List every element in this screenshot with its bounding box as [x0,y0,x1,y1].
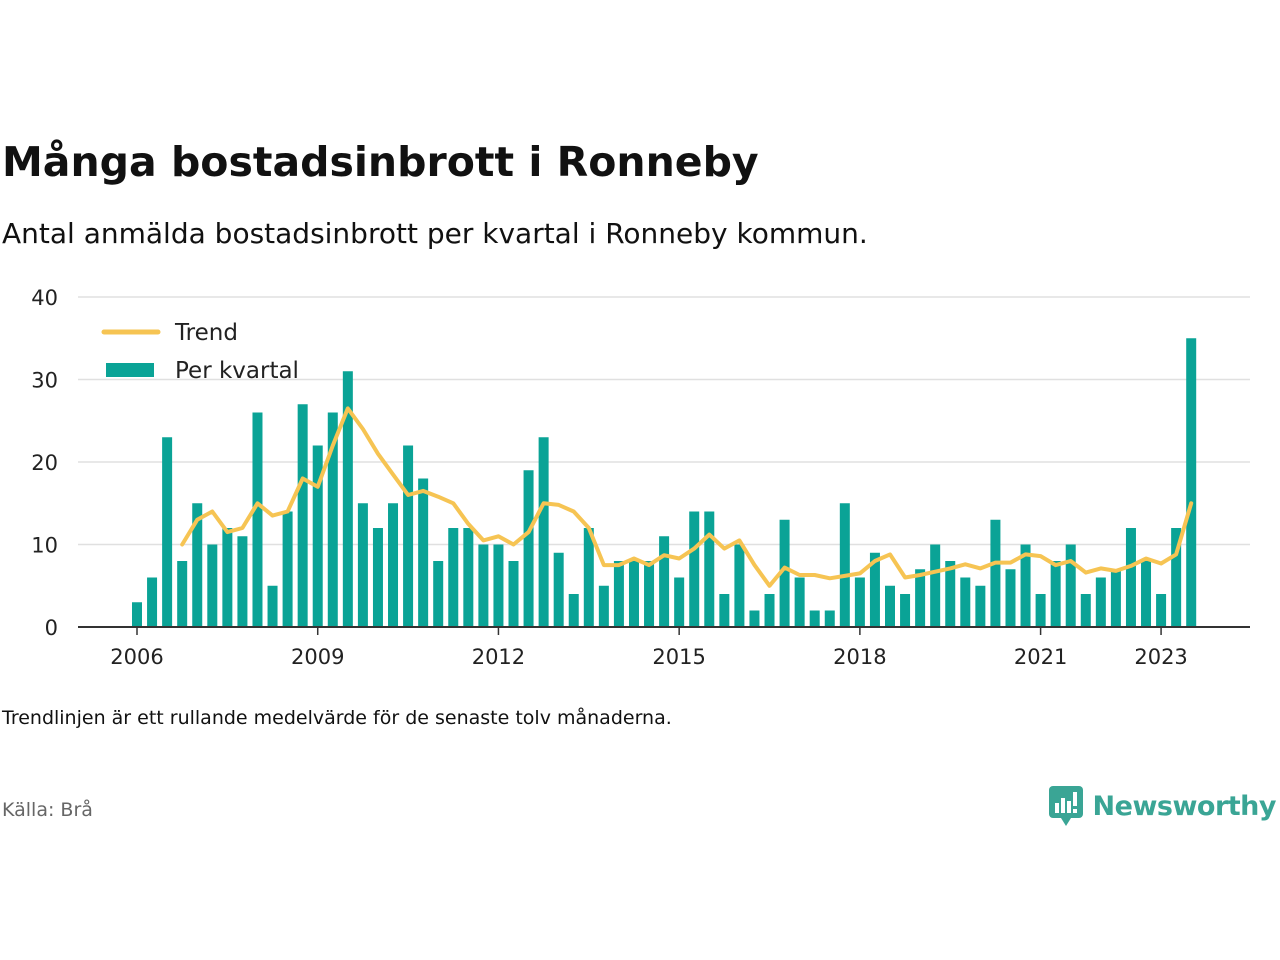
newsworthy-logo-icon [1048,786,1083,826]
bar [448,528,459,627]
x-tick-label: 2015 [652,645,705,669]
legend-bar-swatch [106,363,154,377]
bar [553,552,564,627]
bar [568,594,579,627]
bar [372,528,383,627]
bar [1156,594,1167,627]
x-tick-label: 2021 [1014,645,1067,669]
bar [177,561,188,627]
bar [147,577,158,627]
y-tick-label: 10 [31,534,58,558]
bar [252,412,263,627]
page-subtitle: Antal anmälda bostadsinbrott per kvartal… [2,217,868,250]
x-tick-label: 2012 [472,645,525,669]
bar [207,544,218,627]
bar [809,610,820,627]
bar [282,511,293,627]
bar [222,528,233,627]
footnote: Trendlinjen är ett rullande medelvärde f… [2,707,672,729]
bar [990,519,1001,627]
legend-trend-label: Trend [174,320,238,346]
bar [674,577,685,627]
brand-logo[interactable]: Newsworthy [1048,784,1277,828]
bar [1080,594,1091,627]
bar [463,528,474,627]
bar [704,511,715,627]
bar [1110,569,1121,627]
bar [719,594,730,627]
page-title: Många bostadsinbrott i Ronneby [2,138,759,186]
bar [583,528,594,627]
bar [598,585,609,627]
x-tick-label: 2009 [291,645,344,669]
bar [357,503,368,627]
bar [433,561,444,627]
bar [388,503,399,627]
bar [478,544,489,627]
bar [523,470,534,627]
bar [930,544,941,627]
bar [824,610,835,627]
bar [900,594,911,627]
bar [945,561,956,627]
bar [493,544,504,627]
bar [1050,561,1061,627]
bar [975,585,986,627]
bar [794,577,805,627]
bar [132,602,142,627]
bar [342,371,353,627]
y-axis-ticks: 0 10 20 30 40 [31,286,58,640]
bar [297,404,308,627]
bar [1065,544,1076,627]
bar [734,544,745,627]
chart-legend: Trend Per kvartal [101,320,299,384]
bar [312,445,323,627]
bar [327,412,338,627]
bar-series [132,338,1197,627]
bar [1171,528,1182,627]
bar [192,503,203,627]
bar [538,437,549,627]
legend-bar-label: Per kvartal [175,358,299,384]
bar [613,561,624,627]
bar [237,536,248,627]
bar-line-chart: 0 10 20 30 40 2006 2009 2012 2015 2018 2021 2023 T… [31,286,1250,669]
bar [1020,544,1031,627]
bar [1095,577,1106,627]
x-tick-label: 2006 [110,645,163,669]
trend-line [180,406,1194,588]
bar [403,445,414,627]
bar [1005,569,1016,627]
bar [1035,594,1046,627]
y-tick-label: 40 [31,286,58,310]
bar [764,594,775,627]
bar [1125,528,1136,627]
bar [418,478,429,627]
bar [839,503,850,627]
bar [508,561,519,627]
x-tick-label: 2018 [833,645,886,669]
bar [960,577,971,627]
bar [628,561,639,627]
bar [779,519,790,627]
x-axis-ticks: 2006 2009 2012 2015 2018 2021 2023 [110,627,1188,669]
bar [267,585,278,627]
bar [1186,338,1197,627]
bar [644,561,655,627]
y-tick-label: 20 [31,451,58,475]
bar [854,577,865,627]
bar [869,552,880,627]
bar [162,437,173,627]
y-tick-label: 0 [45,616,58,640]
bar [659,536,670,627]
y-tick-label: 30 [31,369,58,393]
bar [1141,561,1152,627]
brand-name: Newsworthy [1092,790,1277,822]
source-credit: Källa: Brå [2,799,93,821]
bar [915,569,926,627]
bar [885,585,895,627]
bar [749,610,760,627]
bar [689,511,700,627]
x-tick-label: 2023 [1134,645,1187,669]
